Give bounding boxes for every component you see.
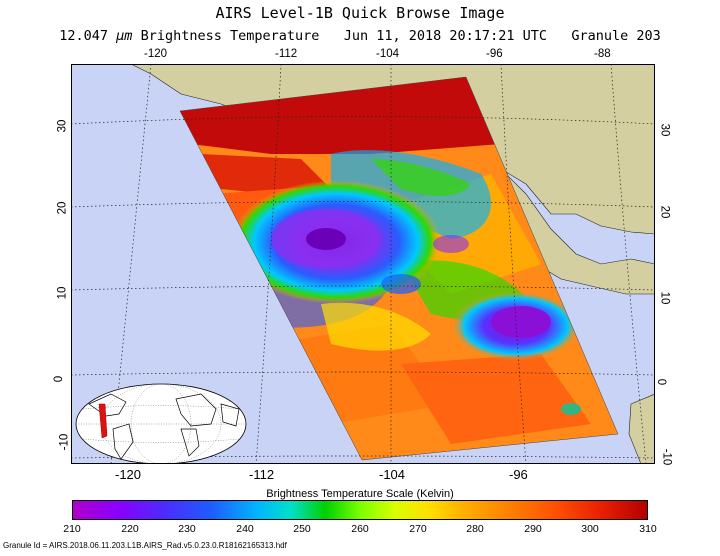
south-america-land [628, 393, 655, 464]
granule-label: Granule 203 [571, 28, 661, 44]
lat-label-left: 10 [56, 286, 69, 300]
color-scale-bar [72, 500, 648, 520]
lat-label-left: 0 [53, 375, 66, 383]
scale-tick: 240 [236, 523, 254, 535]
measure-label: Brightness Temperature [140, 28, 320, 44]
lat-label-right: 20 [658, 205, 671, 219]
lat-label-right: 10 [658, 291, 671, 305]
scale-tick: 210 [63, 523, 81, 535]
lon-label-bottom: -112 [249, 467, 275, 482]
scale-tick: 250 [293, 523, 311, 535]
image-title: AIRS Level-1B Quick Browse Image [215, 4, 505, 22]
datetime-label: Jun 11, 2018 20:17:21 UTC [343, 28, 547, 44]
lat-label-left: -10 [58, 433, 71, 451]
brightness-temperature-map [71, 64, 655, 464]
lon-label-top: -112 [275, 48, 298, 60]
lat-label-left: 20 [56, 201, 69, 215]
image-subtitle: 12.047 μm Brightness Temperature Jun 11,… [0, 28, 720, 44]
lon-label-top: -120 [144, 48, 168, 60]
scale-tick: 260 [351, 523, 369, 535]
lat-label-right: 0 [655, 378, 668, 386]
granule-id-footer: Granule Id = AIRS.2018.06.11.203.L1B.AIR… [3, 541, 287, 550]
lon-label-bottom: -104 [379, 467, 406, 482]
scale-tick: 300 [581, 523, 599, 535]
lat-label-left: 30 [56, 119, 69, 133]
scale-tick: 290 [524, 523, 542, 535]
scale-title: Brightness Temperature Scale (Kelvin) [266, 488, 454, 500]
wavelength-unit: μm [116, 28, 133, 44]
lon-label-top: -104 [376, 48, 400, 60]
wavelength-value: 12.047 [59, 28, 109, 44]
lon-label-top: -96 [486, 48, 503, 60]
lat-label-right: 30 [658, 123, 671, 137]
scale-tick: 280 [466, 523, 484, 535]
lon-label-bottom: -120 [115, 467, 142, 482]
scale-tick: 310 [639, 523, 657, 535]
scale-tick: 220 [121, 523, 139, 535]
lat-label-right: -10 [660, 448, 673, 466]
scale-tick: 230 [178, 523, 196, 535]
scale-tick: 270 [409, 523, 427, 535]
locator-globe [75, 383, 247, 464]
lon-label-bottom: -96 [509, 467, 528, 482]
granule-location-marker [98, 403, 108, 439]
lon-label-top: -88 [594, 48, 611, 60]
graticule [71, 64, 655, 464]
